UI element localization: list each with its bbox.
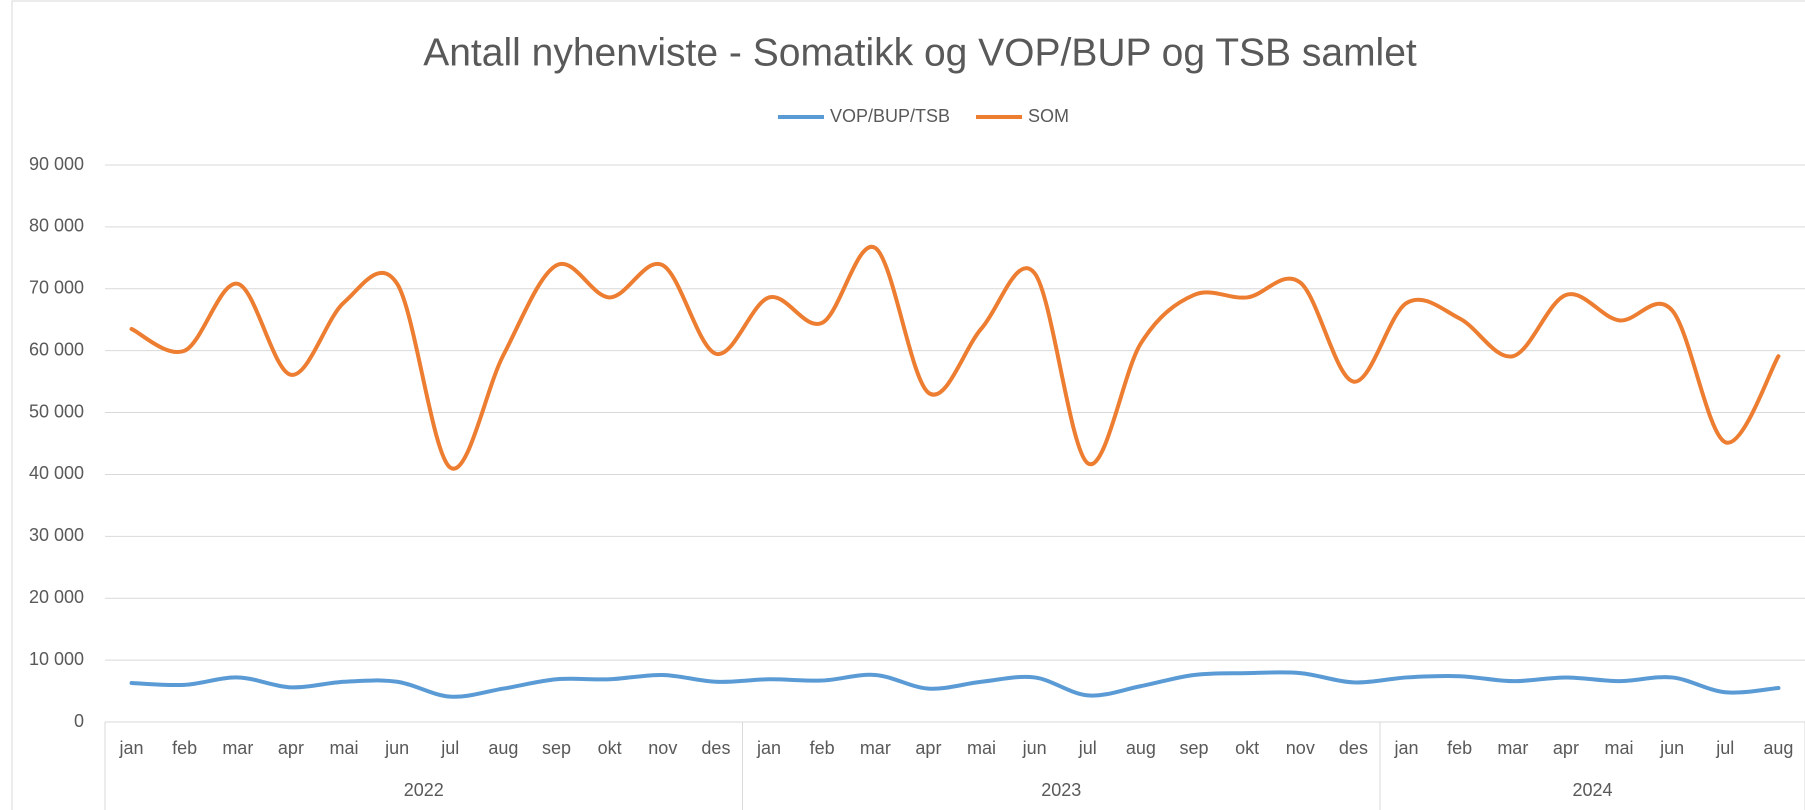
legend-label: VOP/BUP/TSB: [830, 106, 950, 126]
x-tick-label: feb: [172, 738, 197, 758]
y-tick-label: 60 000: [29, 339, 84, 359]
x-tick-label: jul: [1078, 738, 1097, 758]
x-tick-label: jan: [1394, 738, 1419, 758]
x-tick-label: aug: [488, 738, 518, 758]
x-tick-label: apr: [1553, 738, 1579, 758]
legend-label: SOM: [1028, 106, 1069, 126]
y-tick-label: 50 000: [29, 401, 84, 421]
x-tick-label: sep: [542, 738, 571, 758]
series-line: [129, 244, 1781, 471]
x-tick-label: jan: [119, 738, 144, 758]
x-tick-label: mar: [1497, 738, 1528, 758]
y-tick-label: 80 000: [29, 216, 84, 236]
x-tick-label: apr: [915, 738, 941, 758]
x-tick-label: nov: [648, 738, 677, 758]
x-tick-label: mai: [330, 738, 359, 758]
y-tick-label: 40 000: [29, 463, 84, 483]
chart-border: [11, 0, 1805, 810]
x-tick-label: mai: [1605, 738, 1634, 758]
x-tick-label: aug: [1763, 738, 1793, 758]
x-tick-label: jun: [384, 738, 409, 758]
x-tick-label: des: [1339, 738, 1368, 758]
x-tick-label: feb: [810, 738, 835, 758]
x-tick-label: mar: [222, 738, 253, 758]
x-tick-label: aug: [1126, 738, 1156, 758]
x-tick-label: jul: [1715, 738, 1734, 758]
x-tick-label: jan: [756, 738, 781, 758]
series-line: [129, 670, 1781, 699]
x-group-label: 2023: [1041, 780, 1081, 800]
x-tick-label: nov: [1286, 738, 1315, 758]
x-tick-label: mar: [860, 738, 891, 758]
y-tick-label: 30 000: [29, 525, 84, 545]
x-tick-label: apr: [278, 738, 304, 758]
x-tick-label: jun: [1022, 738, 1047, 758]
x-group-label: 2024: [1572, 780, 1612, 800]
x-tick-label: okt: [1235, 738, 1259, 758]
x-tick-label: mai: [967, 738, 996, 758]
x-tick-label: jun: [1659, 738, 1684, 758]
x-tick-label: jul: [440, 738, 459, 758]
y-tick-label: 10 000: [29, 649, 84, 669]
x-tick-label: okt: [598, 738, 622, 758]
y-tick-label: 20 000: [29, 587, 84, 607]
x-tick-label: feb: [1447, 738, 1472, 758]
y-tick-label: 70 000: [29, 278, 84, 298]
y-tick-label: 0: [74, 711, 84, 731]
x-tick-label: des: [701, 738, 730, 758]
chart-title: Antall nyhenviste - Somatikk og VOP/BUP …: [423, 31, 1417, 74]
x-tick-label: sep: [1180, 738, 1209, 758]
x-group-label: 2022: [404, 780, 444, 800]
y-tick-label: 90 000: [29, 154, 84, 174]
